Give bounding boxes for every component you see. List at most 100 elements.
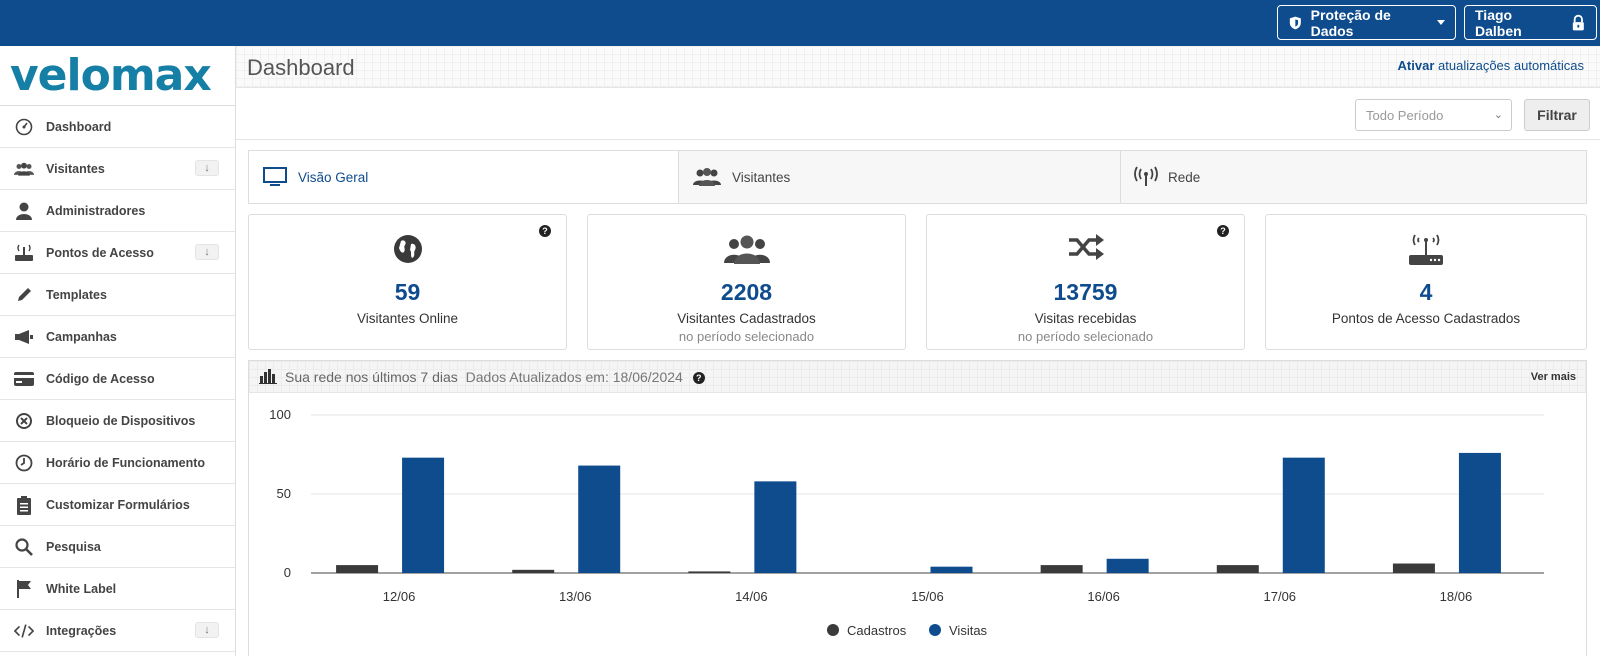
chart-title-text: Sua rede nos últimos 7 dias: [285, 369, 458, 385]
auto-update-action: Ativar: [1397, 58, 1435, 73]
filter-button[interactable]: Filtrar: [1524, 99, 1590, 131]
legend-label: Visitas: [949, 623, 988, 638]
dashboard-tabs: Visão Geral Visitantes Rede: [248, 150, 1587, 204]
x-tick-label: 17/06: [1264, 589, 1297, 604]
chevron-down-icon: [1437, 20, 1445, 25]
sidebar-item-customizar-formul-rios[interactable]: Customizar Formulários: [0, 484, 235, 526]
auto-update-link[interactable]: Ativar atualizações automáticas: [1398, 58, 1584, 73]
sidebar-item-campanhas[interactable]: Campanhas: [0, 316, 235, 358]
stat-value: 13759: [1053, 279, 1118, 305]
x-tick-label: 15/06: [911, 589, 944, 604]
sidebar-item-label: Código de Acesso: [46, 371, 155, 386]
expand-arrow-icon[interactable]: ↓: [195, 160, 219, 176]
sidebar-item-dashboard[interactable]: Dashboard: [0, 106, 235, 148]
sidebar-item-pontos-de-acesso[interactable]: Pontos de Acesso ↓: [0, 232, 235, 274]
sidebar-item-bloqueio-de-dispositivos[interactable]: Bloqueio de Dispositivos: [0, 400, 235, 442]
globe-icon: [393, 235, 422, 263]
bar-visitas: [1282, 457, 1325, 573]
stat-card-registered: 2208 Visitantes Cadastrados no período s…: [587, 214, 906, 350]
auto-update-text: atualizações automáticas: [1438, 58, 1584, 73]
stat-card-visits: ? 13759 Visitas recebidas no período sel…: [926, 214, 1245, 350]
sidebar-item-white-label[interactable]: White Label: [0, 568, 235, 610]
sidebar-item-label: Pontos de Acesso: [46, 245, 154, 260]
sidebar-item-integra-es[interactable]: Integrações ↓: [0, 610, 235, 652]
clipboard-icon: [14, 495, 34, 515]
bar-visitas: [402, 457, 445, 573]
bar-visitas: [1106, 558, 1149, 573]
bar-cadastros: [688, 571, 731, 573]
logo-text: velomax: [10, 50, 212, 101]
tab-label: Rede: [1168, 169, 1201, 185]
stat-value: 4: [1419, 279, 1433, 305]
users-icon: [14, 159, 34, 179]
users-icon: [693, 168, 721, 186]
clock-icon: [14, 453, 34, 473]
sidebar-item-hor-rio-de-funcionamento[interactable]: Horário de Funcionamento: [0, 442, 235, 484]
stat-card-online: ? 59 Visitantes Online: [248, 214, 567, 350]
chart-panel: Sua rede nos últimos 7 dias Dados Atuali…: [248, 360, 1587, 656]
user-name: Tiago Dalben: [1475, 6, 1522, 39]
sidebar-item-visitantes[interactable]: Visitantes ↓: [0, 148, 235, 190]
y-tick-label: 100: [269, 407, 291, 422]
monitor-icon: [263, 167, 287, 186]
expand-arrow-icon[interactable]: ↓: [195, 622, 219, 638]
sidebar-item-label: Visitantes: [46, 161, 105, 176]
tab-rede[interactable]: Rede: [1121, 151, 1586, 203]
tab-visao-geral[interactable]: Visão Geral: [249, 151, 679, 203]
stat-label: Pontos de Acesso Cadastrados: [1331, 311, 1521, 326]
sidebar-item-label: Pesquisa: [46, 539, 101, 554]
page-header: Dashboard Ativar atualizações automática…: [236, 46, 1600, 88]
sidebar: velomax Dashboard Visitantes ↓ Administrado…: [0, 46, 236, 656]
stat-sub: no período selecionado: [678, 329, 815, 344]
sidebar-item-label: Horário de Funcionamento: [46, 455, 206, 470]
router-icon: [1409, 234, 1443, 265]
user-menu-button[interactable]: Tiago Dalben: [1464, 5, 1597, 40]
logo[interactable]: velomax: [0, 46, 235, 106]
bar-cadastros: [336, 565, 379, 573]
router-icon: [14, 243, 34, 263]
bar-visitas: [578, 465, 621, 573]
dashboard-gauge-icon: [14, 117, 34, 137]
x-tick-label: 14/06: [735, 589, 768, 604]
help-icon[interactable]: ?: [1217, 225, 1229, 237]
sidebar-item-label: Customizar Formulários: [46, 497, 190, 512]
bar-chart-icon: [259, 369, 277, 384]
sidebar-item-c-digo-de-acesso[interactable]: Código de Acesso: [0, 358, 235, 400]
main-content: Dashboard Ativar atualizações automática…: [236, 46, 1600, 656]
period-select-value: Todo Período: [1366, 108, 1444, 123]
bar-visitas: [1458, 452, 1501, 573]
pencil-icon: [14, 285, 34, 305]
search-icon: [14, 537, 34, 557]
code-icon: [14, 621, 34, 641]
top-bar: Proteção de Dados Tiago Dalben: [0, 0, 1600, 46]
tab-visitantes[interactable]: Visitantes: [679, 151, 1121, 203]
tab-label: Visão Geral: [298, 169, 369, 185]
help-icon[interactable]: ?: [539, 225, 551, 237]
x-tick-label: 13/06: [559, 589, 592, 604]
page-title: Dashboard: [247, 55, 355, 80]
privacy-menu-button[interactable]: Proteção de Dados: [1277, 5, 1456, 40]
bar-visitas: [754, 481, 797, 573]
bar-visitas: [930, 566, 973, 573]
tab-label: Visitantes: [732, 169, 791, 185]
sidebar-item-administradores[interactable]: Administradores: [0, 190, 235, 232]
expand-arrow-icon[interactable]: ↓: [195, 244, 219, 260]
sidebar-item-pesquisa[interactable]: Pesquisa: [0, 526, 235, 568]
period-select[interactable]: Todo Período ⌄: [1355, 99, 1512, 131]
stat-value: 59: [394, 279, 421, 305]
sidebar-item-label: Bloqueio de Dispositivos: [46, 413, 196, 428]
lock-icon: [1573, 14, 1585, 30]
help-icon[interactable]: ?: [692, 372, 705, 384]
stat-label: Visitas recebidas: [1034, 311, 1137, 326]
shuffle-icon: [1068, 234, 1104, 260]
sidebar-item-label: White Label: [46, 581, 117, 596]
see-more-link[interactable]: Ver mais: [1530, 371, 1576, 383]
legend-marker: [929, 624, 941, 636]
stat-sub: no período selecionado: [1017, 329, 1154, 344]
x-tick-label: 16/06: [1087, 589, 1120, 604]
legend-marker: [827, 624, 839, 636]
bar-cadastros: [1392, 563, 1435, 573]
bar-cadastros: [1040, 565, 1083, 573]
sidebar-item-templates[interactable]: Templates: [0, 274, 235, 316]
megaphone-icon: [14, 327, 34, 347]
